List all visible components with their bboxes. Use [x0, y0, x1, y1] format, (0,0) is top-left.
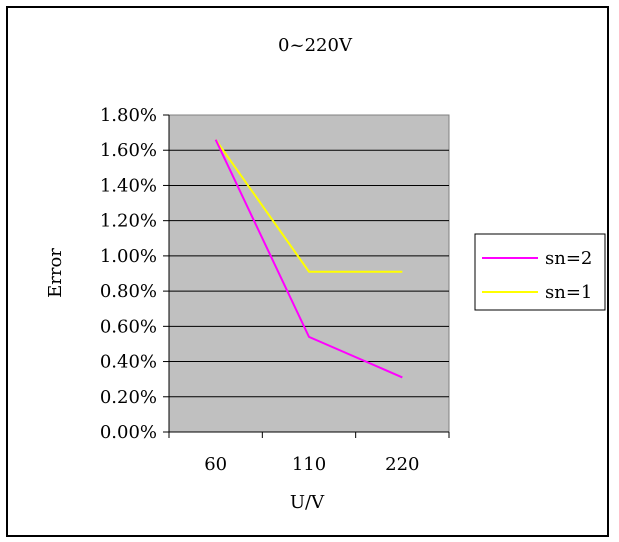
line-chart: 0~220V 0.00% 0.20% 0.40% 0.60% 0.80% 1.00% 1.2…: [45, 35, 606, 513]
x-tick-label: 110: [292, 454, 326, 475]
x-tick-label: 60: [204, 454, 227, 475]
y-tick-label: 1.60%: [100, 140, 157, 161]
y-tick-label: 1.40%: [100, 175, 157, 196]
y-axis-label: Error: [45, 248, 66, 298]
legend[interactable]: sn=2 sn=1: [474, 233, 606, 311]
series-lines: [214, 139, 403, 379]
chart-title: 0~220V: [278, 35, 353, 56]
series-line-sn-2: [214, 139, 403, 379]
chart-frame: 0~220V 0.00% 0.20% 0.40% 0.60% 0.80% 1.00% 1.2…: [6, 6, 609, 537]
y-tick-label: 0.20%: [100, 387, 157, 408]
plot-area: [168, 114, 450, 433]
y-tick-label: 1.80%: [100, 105, 157, 126]
legend-label: sn=2: [545, 248, 592, 269]
y-tick-label: 0.40%: [100, 352, 157, 373]
axes: [163, 114, 450, 438]
series-line-sn-1: [214, 139, 403, 273]
legend-label: sn=1: [545, 282, 592, 303]
y-tick-label: 1.00%: [100, 246, 157, 267]
gridlines: [169, 149, 449, 398]
x-tick-labels: 60 110 220: [204, 454, 419, 475]
x-tick-label: 220: [385, 454, 419, 475]
x-axis-label: U/V: [290, 492, 325, 513]
y-tick-label: 0.00%: [100, 422, 157, 443]
y-tick-label: 1.20%: [100, 211, 157, 232]
y-tick-label: 0.80%: [100, 281, 157, 302]
legend-box: [474, 233, 606, 311]
y-tick-labels: 0.00% 0.20% 0.40% 0.60% 0.80% 1.00% 1.20% 1.40%…: [100, 105, 157, 443]
y-tick-label: 0.60%: [100, 316, 157, 337]
